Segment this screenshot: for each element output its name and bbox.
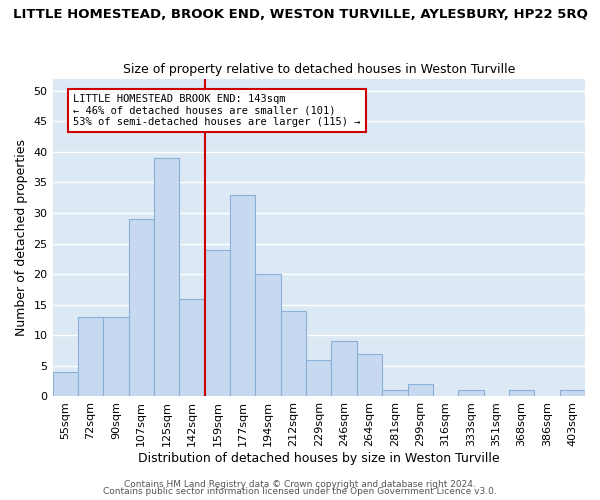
Bar <box>458 390 484 396</box>
Title: Size of property relative to detached houses in Weston Turville: Size of property relative to detached ho… <box>122 63 515 76</box>
Text: Contains HM Land Registry data © Crown copyright and database right 2024.: Contains HM Land Registry data © Crown c… <box>124 480 476 489</box>
X-axis label: Distribution of detached houses by size in Weston Turville: Distribution of detached houses by size … <box>138 452 500 465</box>
Bar <box>331 342 357 396</box>
Bar <box>256 274 281 396</box>
Text: LITTLE HOMESTEAD, BROOK END, WESTON TURVILLE, AYLESBURY, HP22 5RQ: LITTLE HOMESTEAD, BROOK END, WESTON TURV… <box>13 8 587 20</box>
Text: LITTLE HOMESTEAD BROOK END: 143sqm
← 46% of detached houses are smaller (101)
53: LITTLE HOMESTEAD BROOK END: 143sqm ← 46%… <box>73 94 361 127</box>
Bar <box>382 390 407 396</box>
Bar <box>103 317 128 396</box>
Y-axis label: Number of detached properties: Number of detached properties <box>15 139 28 336</box>
Bar <box>154 158 179 396</box>
Bar <box>205 250 230 396</box>
Bar <box>407 384 433 396</box>
Bar <box>128 219 154 396</box>
Bar <box>230 194 256 396</box>
Bar <box>53 372 78 396</box>
Bar <box>281 311 306 396</box>
Bar <box>560 390 585 396</box>
Bar <box>306 360 331 397</box>
Text: Contains public sector information licensed under the Open Government Licence v3: Contains public sector information licen… <box>103 487 497 496</box>
Bar <box>509 390 534 396</box>
Bar <box>78 317 103 396</box>
Bar <box>357 354 382 397</box>
Bar <box>179 298 205 396</box>
